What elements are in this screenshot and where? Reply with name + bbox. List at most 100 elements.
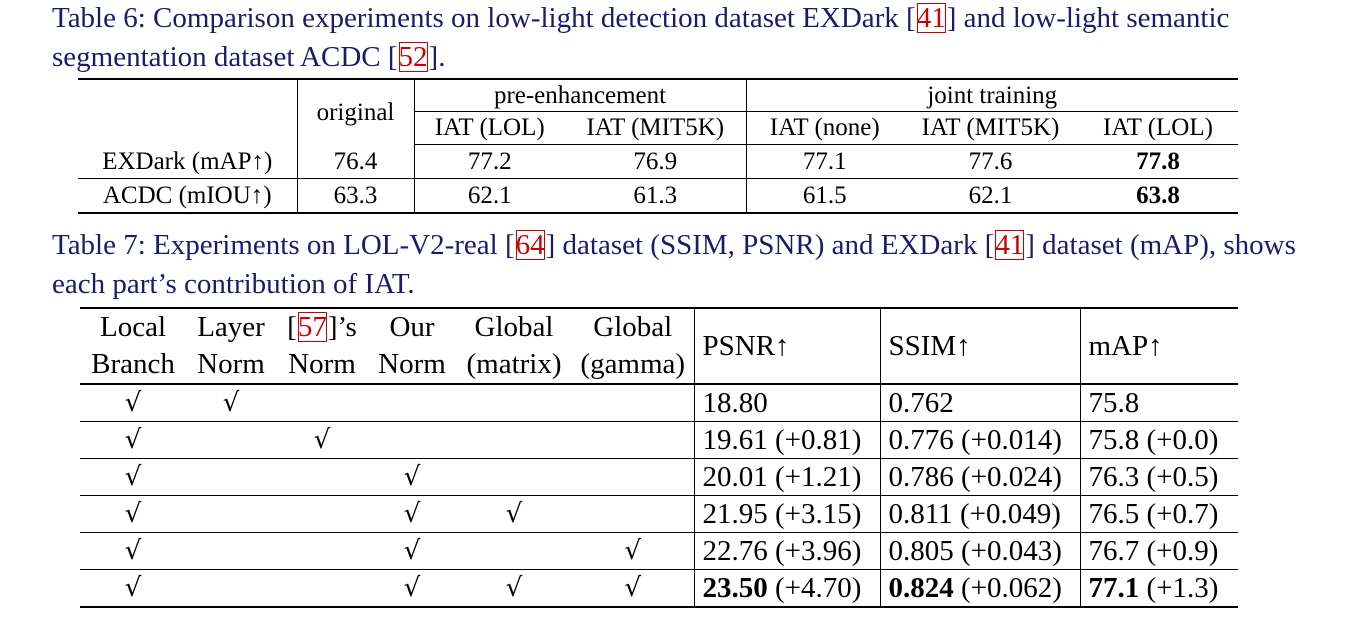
table-row: √ √ 18.80 0.762 75.8 [80,384,1238,422]
metric-delta: (+0.024) [961,461,1062,493]
table7-ssim-cell: 0.805 (+0.043) [880,532,1081,570]
metric-value: 0.776 [888,424,954,456]
table-row: √ √ √ √ 23.50 (+4.70) 0.824 (+0.062) 77.1 (+1.… [80,569,1238,608]
header-line: Global [474,311,554,343]
table-row: √ √ √ 22.76 (+3.96) 0.805 (+0.043) 76.7 (+0.9… [80,532,1238,570]
empty-cell [276,532,368,570]
table7: Local Branch Layer Norm [57]’s Norm Our Norm… [80,307,1238,608]
table6-row-label: ACDC (mIOU↑) [78,178,298,214]
metric-delta: (+0.0) [1146,424,1219,456]
table7-header-ref-norm: [57]’s Norm [276,307,368,385]
check-mark-icon: √ [368,532,456,570]
metric-delta: (+0.81) [775,424,862,456]
header-line: Norm [197,348,265,380]
table6-subheader: IAT (LOL) [414,111,565,145]
empty-cell [572,421,695,459]
table7-psnr-cell: 22.76 (+3.96) [694,532,881,570]
table7-psnr-cell: 21.95 (+3.15) [694,495,881,533]
table6-row-label: EXDark (mAP↑) [78,144,298,179]
citation-link-57[interactable]: 57 [297,311,327,343]
table7-caption-text-c: ] dataset (mAP), shows each part’s contr… [52,229,1296,300]
empty-cell [456,458,572,496]
table6-cell: 77.1 [746,144,903,179]
citation-link-64[interactable]: 64 [515,229,545,261]
metric-value: 21.95 [702,498,768,530]
table7-header-global-matrix: Global (matrix) [456,307,572,385]
metric-delta: (+1.21) [775,461,862,493]
metric-value: 0.811 [888,498,953,530]
metric-delta: (+0.014) [961,424,1062,456]
table6-cell: 63.3 [297,178,415,214]
metric-delta: (+3.96) [775,535,862,567]
header-line: Local [99,311,166,343]
table-row: √ √ 20.01 (+1.21) 0.786 (+0.024) 76.3 (+0.5) [80,458,1238,496]
table7-caption-text-b: ] dataset (SSIM, PSNR) and EXDark [ [545,229,995,261]
metric-value: 76.5 [1088,498,1140,530]
citation-link-41[interactable]: 41 [916,2,946,34]
table6-cell: 76.4 [297,144,415,179]
table7-map-cell: 76.3 (+0.5) [1080,458,1238,496]
table6-header-original: original [297,78,415,145]
table6-cell: 61.5 [746,178,903,214]
header-line: Branch [91,348,175,380]
check-mark-icon: √ [80,458,186,496]
check-mark-icon: √ [368,495,456,533]
metric-delta: (+0.062) [961,572,1062,604]
table7-map-cell: 76.7 (+0.9) [1080,532,1238,570]
metric-value: 76.7 [1088,535,1140,567]
header-line: Layer [197,311,265,343]
table6-cell: 62.1 [414,178,565,214]
table7-ssim-cell: 0.824 (+0.062) [880,569,1081,608]
check-mark-icon: √ [186,384,276,422]
header-line: (gamma) [580,348,686,380]
citation-link-52[interactable]: 52 [398,41,428,73]
check-mark-icon: √ [80,421,186,459]
metric-value: 20.01 [702,461,768,493]
empty-cell [572,495,695,533]
metric-delta: (+0.7) [1146,498,1219,530]
empty-cell [456,421,572,459]
metric-delta: (+0.9) [1146,535,1219,567]
empty-cell [456,384,572,422]
metric-value: 19.61 [702,424,768,456]
check-mark-icon: √ [80,532,186,570]
header-line: Global [593,311,673,343]
empty-cell [186,532,276,570]
metric-value: 22.76 [702,535,768,567]
table7-map-cell: 75.8 [1080,384,1238,422]
table7-body: √ √ 18.80 0.762 75.8 √ √ 19.61 (+0.81) 0.776 (+0… [80,384,1238,608]
metric-value: 0.786 [888,461,954,493]
table6-cell: 62.1 [903,178,1078,214]
table7-ssim-cell: 0.811 (+0.049) [880,495,1081,533]
table6-caption-text-a: Table 6: Comparison experiments on low-l… [52,2,916,34]
header-line: Norm [378,348,446,380]
check-mark-icon: √ [456,569,572,608]
table6-subheader: IAT (MIT5K) [565,111,747,145]
empty-cell [456,532,572,570]
check-mark-icon: √ [572,532,695,570]
empty-cell [572,384,695,422]
table7-header-local-branch: Local Branch [80,307,186,385]
table6-caption-text-b: ] and low-light semantic segmentation da… [52,2,1230,73]
citation-link-41[interactable]: 41 [995,229,1025,261]
empty-cell [186,495,276,533]
table7-header-our-norm: Our Norm [368,307,456,385]
empty-cell [572,458,695,496]
table7-header-ssim: SSIM↑ [880,307,1081,385]
table6-subheader: IAT (none) [746,111,903,145]
check-mark-icon: √ [572,569,695,608]
metric-value: 0.824 [888,572,954,604]
check-mark-icon: √ [456,495,572,533]
metric-delta: (+1.3) [1146,572,1219,604]
table6-subheader: IAT (MIT5K) [903,111,1078,145]
check-mark-icon: √ [368,569,456,608]
table7-ssim-cell: 0.786 (+0.024) [880,458,1081,496]
metric-delta: (+0.5) [1146,461,1219,493]
empty-cell [186,458,276,496]
table6-cell-best: 77.8 [1078,144,1238,179]
table7-header-global-gamma: Global (gamma) [572,307,695,385]
metric-value: 0.805 [888,535,954,567]
table6-cell: 61.3 [565,178,747,214]
table6-header-joint-training: joint training [746,78,1238,112]
header-line: (matrix) [466,348,562,380]
